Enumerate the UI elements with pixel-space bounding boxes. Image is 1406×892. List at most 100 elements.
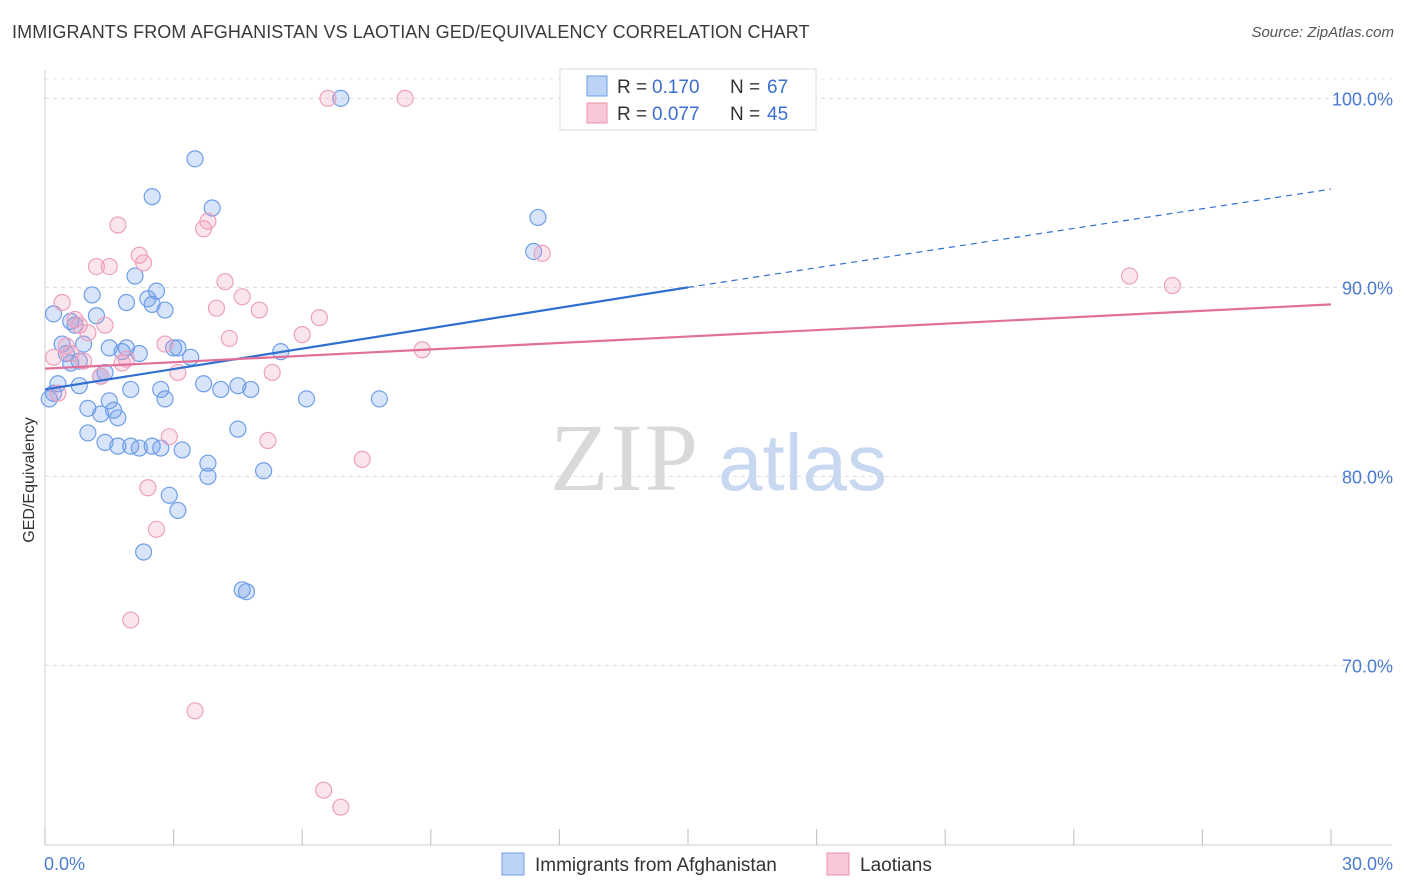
data-point-afghanistan bbox=[109, 409, 127, 427]
legend-n-label-pink: N = bbox=[730, 104, 760, 125]
y-tick-label: 90.0% bbox=[1342, 278, 1393, 298]
data-point-afghanistan bbox=[156, 390, 174, 408]
series-afghanistan-points bbox=[40, 89, 547, 601]
data-point-afghanistan bbox=[122, 380, 140, 399]
data-point-afghanistan bbox=[92, 405, 110, 423]
gridlines bbox=[45, 78, 1392, 666]
data-point-laotians bbox=[139, 479, 157, 497]
data-point-laotians bbox=[53, 293, 71, 312]
data-point-laotians bbox=[293, 326, 311, 344]
data-point-afghanistan bbox=[130, 439, 148, 457]
bottom-legend-swatch-blue bbox=[501, 852, 525, 876]
trend-line-afghanistan-extension bbox=[687, 188, 1332, 288]
legend-n-value-pink: 45 bbox=[767, 104, 788, 125]
data-point-afghanistan bbox=[229, 377, 247, 395]
data-point-afghanistan bbox=[79, 424, 97, 442]
data-point-laotians bbox=[310, 309, 328, 327]
data-point-afghanistan bbox=[237, 583, 256, 601]
legend-r-value-blue: 0.170 bbox=[652, 77, 700, 98]
data-point-laotians bbox=[79, 324, 97, 342]
data-point-laotians bbox=[134, 254, 153, 272]
data-point-afghanistan bbox=[96, 433, 114, 451]
stats-legend: R = 0.170 N = 67 R = 0.077 N = 45 bbox=[559, 68, 817, 131]
data-point-laotians bbox=[250, 301, 268, 319]
data-point-laotians bbox=[49, 384, 67, 402]
chart-title: IMMIGRANTS FROM AFGHANISTAN VS LAOTIAN G… bbox=[12, 22, 810, 42]
axes bbox=[44, 70, 1392, 846]
bottom-legend-label-pink: Laotians bbox=[860, 855, 932, 876]
data-point-laotians bbox=[109, 216, 127, 234]
data-point-laotians bbox=[233, 288, 251, 306]
data-point-afghanistan bbox=[74, 335, 93, 353]
data-point-afghanistan bbox=[152, 380, 170, 399]
bottom-legend-swatch-pink bbox=[826, 852, 850, 876]
data-point-afghanistan bbox=[242, 380, 260, 399]
data-point-afghanistan bbox=[195, 375, 213, 393]
data-point-afghanistan bbox=[143, 188, 161, 206]
data-point-afghanistan bbox=[199, 454, 217, 472]
trend-line-laotians bbox=[44, 303, 1332, 370]
y-tick-label: 70.0% bbox=[1342, 656, 1393, 676]
data-point-laotians bbox=[122, 611, 140, 629]
watermark-atlas: atlas bbox=[718, 418, 887, 507]
data-point-afghanistan bbox=[109, 437, 127, 455]
legend-r-label-blue: R = bbox=[617, 77, 647, 98]
data-point-afghanistan bbox=[117, 293, 136, 312]
data-point-afghanistan bbox=[134, 543, 153, 561]
data-point-laotians bbox=[117, 350, 136, 368]
data-point-laotians bbox=[533, 244, 551, 262]
data-point-afghanistan bbox=[186, 150, 204, 168]
bottom-legend-label-blue: Immigrants from Afghanistan bbox=[535, 855, 777, 876]
data-point-afghanistan bbox=[44, 305, 63, 323]
data-point-afghanistan bbox=[332, 89, 350, 107]
x-tick-label-start: 0.0% bbox=[44, 854, 85, 874]
data-point-laotians bbox=[156, 335, 174, 353]
data-point-afghanistan bbox=[370, 390, 388, 408]
data-point-afghanistan bbox=[100, 392, 118, 410]
data-point-afghanistan bbox=[529, 208, 547, 227]
data-point-laotians bbox=[332, 798, 350, 816]
data-point-afghanistan bbox=[126, 267, 144, 285]
data-point-laotians bbox=[199, 212, 217, 230]
data-point-laotians bbox=[147, 520, 166, 538]
data-point-laotians bbox=[62, 344, 80, 363]
data-point-laotians bbox=[263, 363, 281, 382]
data-point-afghanistan bbox=[212, 380, 230, 399]
data-point-laotians bbox=[220, 329, 238, 348]
data-point-afghanistan bbox=[182, 348, 200, 366]
data-point-laotians bbox=[353, 450, 371, 468]
legend-n-value-blue: 67 bbox=[767, 77, 788, 98]
legend-n-label-blue: N = bbox=[730, 77, 760, 98]
data-point-laotians bbox=[319, 89, 337, 107]
data-point-afghanistan bbox=[100, 339, 118, 357]
data-point-afghanistan bbox=[173, 441, 191, 459]
data-point-afghanistan bbox=[147, 282, 166, 300]
data-point-afghanistan bbox=[199, 467, 217, 486]
data-point-laotians bbox=[87, 257, 106, 276]
y-tick-labels: 70.0% 80.0% 90.0% 100.0% bbox=[1332, 89, 1393, 676]
y-axis-title: GED/Equivalency bbox=[21, 417, 38, 542]
data-point-laotians bbox=[44, 348, 63, 366]
x-tick-labels: 0.0% 30.0% bbox=[44, 854, 1393, 874]
data-point-afghanistan bbox=[87, 307, 106, 325]
data-point-afghanistan bbox=[297, 390, 316, 408]
data-point-afghanistan bbox=[229, 420, 247, 438]
data-point-afghanistan bbox=[255, 462, 273, 480]
data-point-laotians bbox=[100, 257, 118, 276]
data-point-laotians bbox=[186, 702, 204, 720]
data-point-laotians bbox=[1120, 267, 1139, 285]
legend-swatch-blue bbox=[586, 75, 608, 97]
data-point-afghanistan bbox=[66, 316, 84, 334]
data-point-laotians bbox=[207, 299, 226, 317]
data-point-laotians bbox=[96, 316, 114, 334]
data-point-afghanistan bbox=[160, 486, 178, 504]
trend-line-afghanistan bbox=[44, 286, 689, 391]
watermark-zip: ZIP bbox=[550, 404, 700, 511]
data-point-afghanistan bbox=[169, 501, 187, 520]
data-point-laotians bbox=[74, 352, 93, 370]
watermark: ZIP atlas bbox=[550, 404, 887, 511]
data-point-afghanistan bbox=[156, 301, 174, 319]
data-point-afghanistan bbox=[203, 199, 221, 217]
y-tick-label: 100.0% bbox=[1332, 89, 1393, 109]
